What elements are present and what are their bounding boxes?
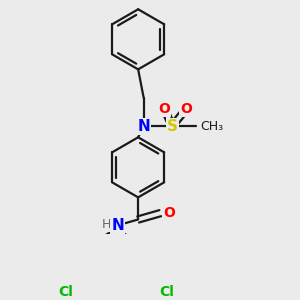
Text: Cl: Cl — [58, 285, 73, 299]
Text: H: H — [102, 218, 111, 231]
Text: CH₃: CH₃ — [200, 120, 223, 133]
Text: N: N — [137, 119, 150, 134]
Text: S: S — [167, 119, 178, 134]
Text: O: O — [164, 206, 175, 220]
Text: N: N — [111, 218, 124, 233]
Text: O: O — [158, 102, 170, 116]
Text: Cl: Cl — [159, 285, 174, 299]
Text: O: O — [180, 102, 192, 116]
